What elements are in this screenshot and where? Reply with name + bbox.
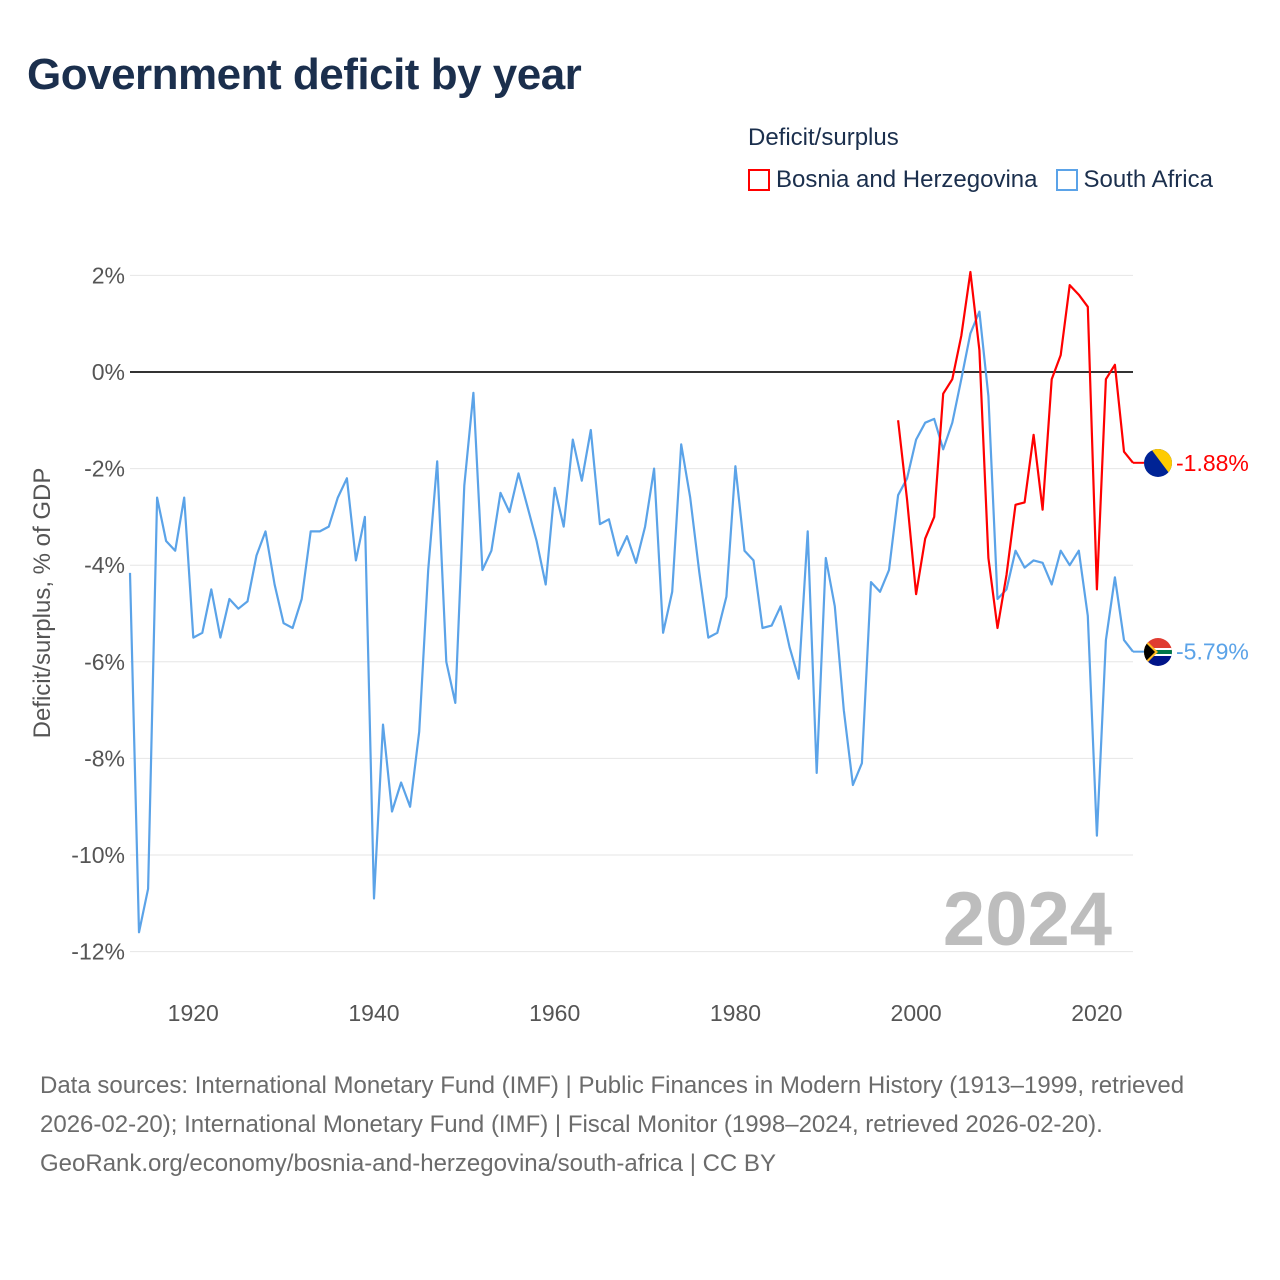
y-tick-label: 2%	[92, 262, 125, 288]
y-tick-label: -8%	[84, 745, 125, 771]
y-tick-label: -6%	[84, 649, 125, 675]
end-value-label: -1.88%	[1176, 450, 1249, 476]
x-tick-label: 1980	[710, 1000, 761, 1026]
line-chart: 2% 0% -2% -4% -6% -8% -10% -12% 1920 1940 1960 1980…	[29, 262, 1249, 1026]
legend-label-south-africa: South Africa	[1083, 166, 1213, 193]
end-value-label: -5.79%	[1176, 639, 1249, 665]
x-tick-label: 1940	[348, 1000, 399, 1026]
legend-item-bosnia[interactable]: Bosnia and Herzegovina	[748, 166, 1038, 194]
y-axis-label: Deficit/surplus, % of GDP	[29, 468, 56, 739]
y-tick-label: -10%	[71, 842, 125, 868]
series-line-south-africa[interactable]	[128, 310, 1134, 934]
legend-title: Deficit/surplus	[748, 124, 899, 151]
y-tick-label: -2%	[84, 456, 125, 482]
legend: Bosnia and Herzegovina South Africa	[748, 166, 1213, 194]
attribution-link[interactable]: GeoRank.org/economy/bosnia-and-herzegovi…	[40, 1150, 776, 1177]
x-tick-label: 2020	[1071, 1000, 1122, 1026]
legend-item-south-africa[interactable]: South Africa	[1055, 166, 1213, 194]
series-line-bosnia-and-herzegovina[interactable]	[897, 270, 1134, 630]
chart-title: Government deficit by year	[27, 50, 582, 99]
south-africa-flag-icon	[1144, 638, 1172, 666]
legend-swatch-bosnia	[748, 169, 770, 191]
bosnia-flag-icon	[1144, 449, 1172, 477]
year-watermark: 2024	[943, 877, 1112, 962]
y-tick-label: 0%	[92, 359, 125, 385]
legend-swatch-south-africa	[1055, 169, 1078, 191]
x-tick-label: 1960	[529, 1000, 580, 1026]
y-tick-label: -12%	[71, 939, 125, 965]
x-tick-label: 1920	[168, 1000, 219, 1026]
data-sources: Data sources: International Monetary Fun…	[40, 1072, 1185, 1138]
footer: Data sources: International Monetary Fun…	[40, 1066, 1240, 1183]
x-tick-label: 2000	[891, 1000, 942, 1026]
legend-label-bosnia: Bosnia and Herzegovina	[776, 166, 1038, 193]
y-tick-label: -4%	[84, 552, 125, 578]
